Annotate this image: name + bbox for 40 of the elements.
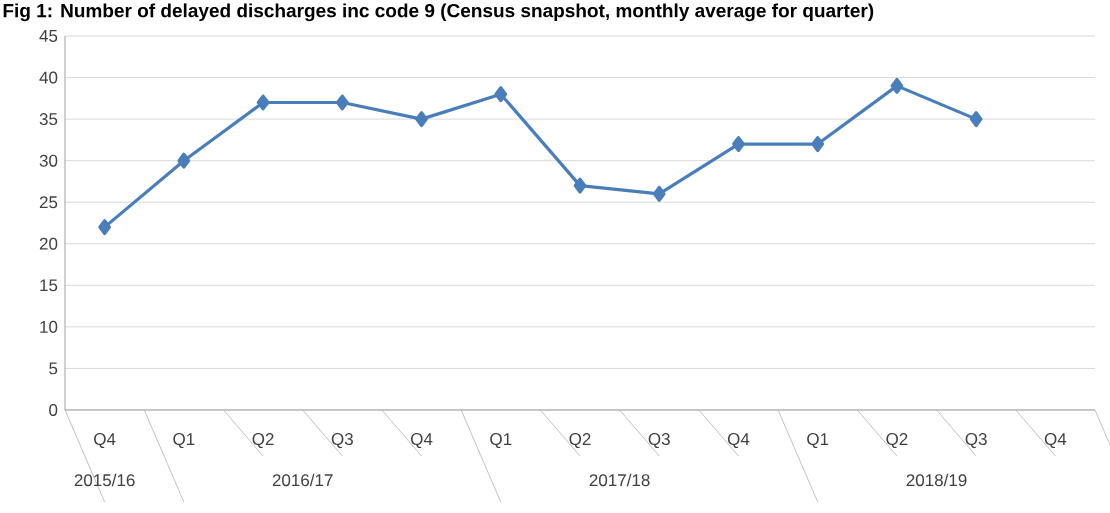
y-tick-label: 40 bbox=[39, 71, 58, 84]
y-tick-label: 0 bbox=[49, 403, 58, 416]
x-tick-label: Q1 bbox=[807, 433, 829, 449]
x-tick-label: Q4 bbox=[94, 433, 116, 449]
chart-title: Fig 1: Number of delayed discharges inc code 9 (Census snapshot, monthly average for quarter) bbox=[3, 3, 874, 22]
point bbox=[811, 136, 825, 153]
x-tick-label: Q2 bbox=[569, 433, 591, 449]
point bbox=[494, 86, 508, 103]
point bbox=[177, 152, 191, 169]
x-tick-label: Q3 bbox=[331, 433, 353, 449]
x-tick-label: Q4 bbox=[727, 433, 750, 449]
point bbox=[335, 94, 349, 111]
point bbox=[415, 111, 428, 128]
y-tick-label: 20 bbox=[39, 237, 58, 250]
point bbox=[969, 111, 983, 128]
point bbox=[732, 136, 745, 153]
text: 2018/19 bbox=[906, 473, 967, 487]
text: 2016/17 bbox=[272, 473, 333, 487]
point bbox=[573, 177, 587, 194]
text: 2015/16 bbox=[74, 473, 135, 487]
x-tick-label: Q3 bbox=[965, 433, 987, 449]
y-tick-label: 5 bbox=[49, 362, 58, 375]
point bbox=[890, 77, 904, 94]
x-tick-label: Q1 bbox=[490, 433, 512, 449]
x-tick-label: Q2 bbox=[252, 433, 274, 449]
y-tick-label: 35 bbox=[39, 113, 58, 126]
y-tick-label: 15 bbox=[40, 279, 58, 292]
y-tick-label: 30 bbox=[39, 154, 58, 167]
y-tick-label: 45 bbox=[39, 30, 58, 42]
y-tick-label: 10 bbox=[40, 320, 58, 333]
point bbox=[98, 219, 112, 236]
x-tick-label: Q2 bbox=[886, 433, 908, 449]
point bbox=[256, 94, 270, 111]
x-tick-label: Q1 bbox=[173, 433, 195, 449]
x-tick-label: Q3 bbox=[648, 433, 670, 449]
y-tick-label: 25 bbox=[39, 196, 58, 209]
point bbox=[652, 185, 666, 202]
x-tick-label: Q4 bbox=[1044, 433, 1067, 449]
x-tick-label: Q4 bbox=[411, 433, 433, 449]
text: 2017/18 bbox=[589, 473, 650, 487]
